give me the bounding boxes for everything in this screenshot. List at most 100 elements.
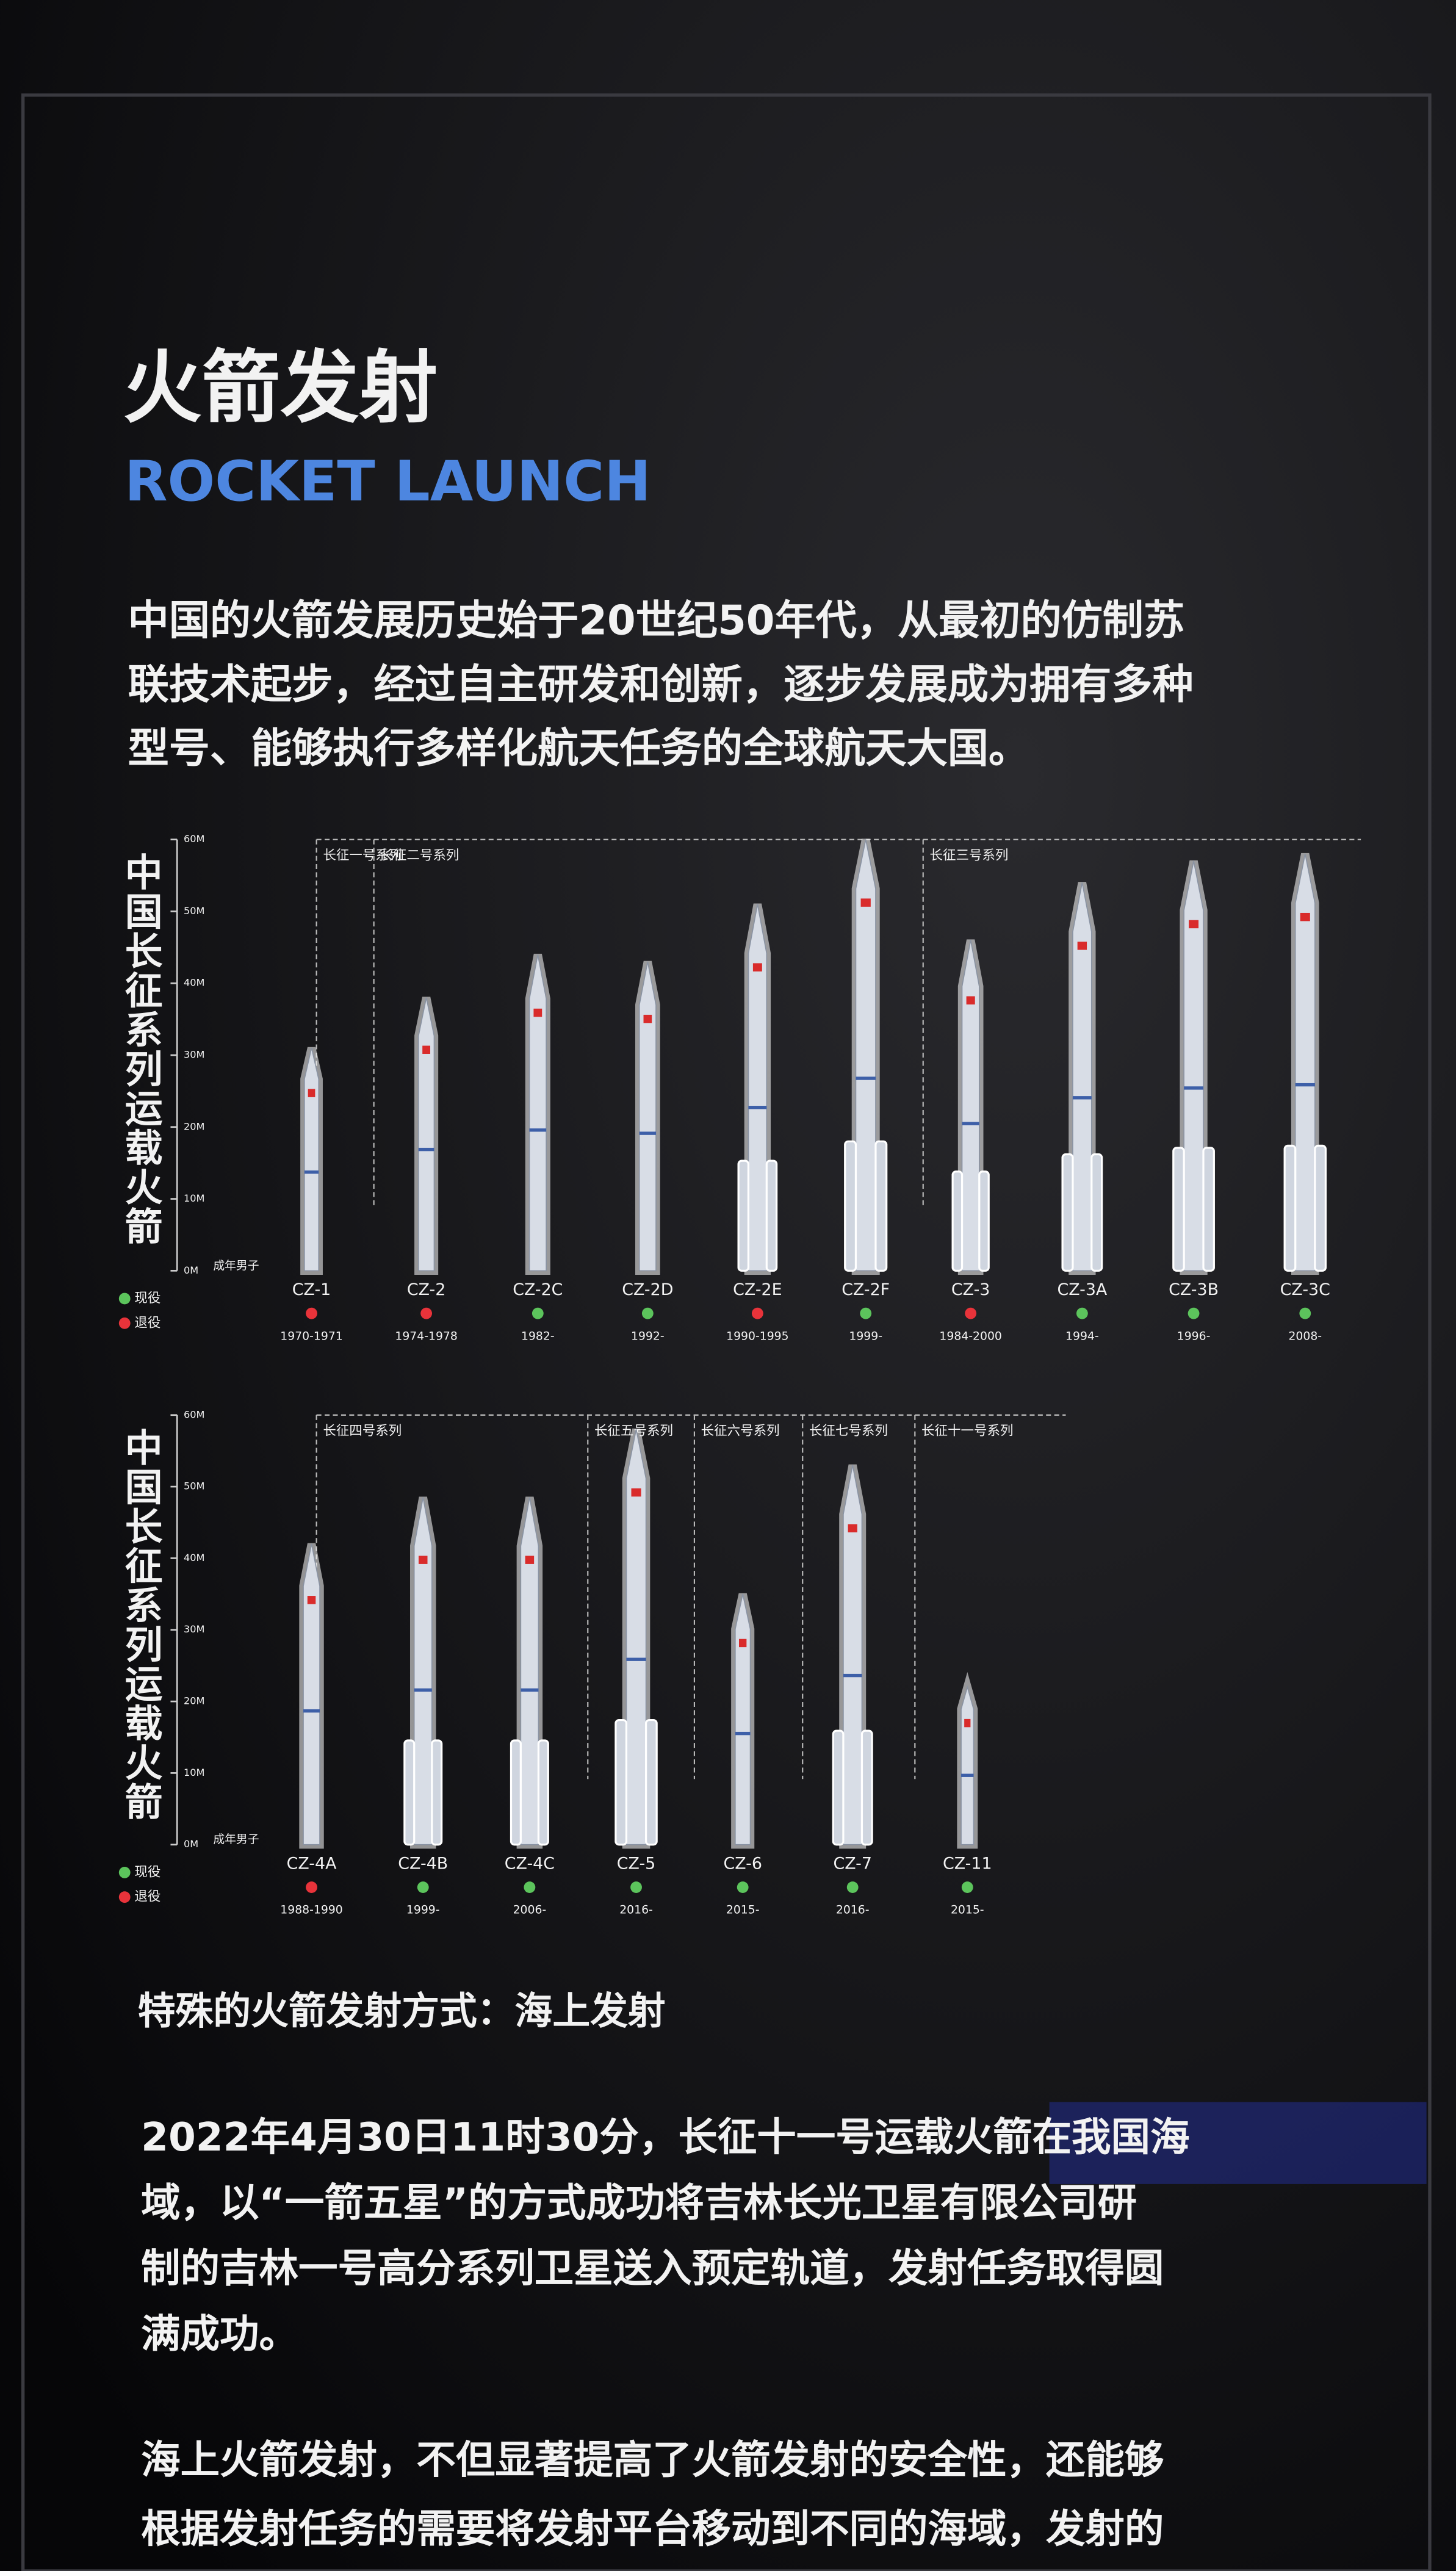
intro-line: 中国的火箭发展历史始于20世纪50年代，从最初的仿制苏 [128,597,1185,644]
rocket-body [1183,860,1204,1272]
title: 火箭发射 [123,342,438,434]
rocket-name: CZ-2D [622,1280,673,1299]
rocket-name: CZ-3A [1057,1280,1107,1299]
rocket-name: CZ-1 [292,1280,331,1299]
rocket-body [960,1685,975,1845]
stripe [529,1128,547,1132]
stripe [748,1106,767,1109]
stripe [414,1688,432,1692]
stripe [1072,1096,1092,1100]
rocket [614,1428,658,1849]
status-dot [1188,1307,1200,1319]
stripe [961,1773,974,1777]
service-years: 1996- [1177,1330,1211,1343]
human-label: 成年男子 [213,1833,259,1846]
status-dot [524,1881,536,1893]
booster [1314,1144,1327,1272]
rocket-name: CZ-2E [733,1280,782,1299]
y-tick-label: 60M [184,833,204,845]
y-tick-label: 40M [184,977,204,989]
rocket-name: CZ-2 [407,1280,445,1299]
rocket [300,1047,323,1275]
rocket-name: CZ-3C [1280,1280,1330,1299]
rocket-name: CZ-11 [943,1854,992,1873]
status-dot [751,1307,763,1319]
light-reflection [1049,2102,1427,2184]
y-tick-label: 60M [184,1408,204,1420]
flag [1300,912,1310,921]
status-dot [306,1881,317,1893]
stripe [304,1170,319,1174]
rocket [737,903,778,1275]
status-dot [306,1307,317,1319]
flag [533,1008,542,1017]
y-tick-label: 10M [184,1192,204,1204]
group-label: 长征三号系列 [929,848,1008,864]
booster [1172,1147,1185,1272]
y-tick-label: 10M [184,1767,204,1778]
flag [964,1718,971,1728]
legend-dot [118,1293,131,1305]
service-years: 2016- [836,1904,870,1917]
status-dot [630,1881,642,1893]
stripe [856,1076,876,1080]
status-dot [417,1881,429,1893]
y-tick-label: 0M [184,1838,198,1850]
stripe [418,1147,434,1152]
rocket-body [417,997,435,1272]
y-tick-label: 50M [184,905,204,917]
rocket [832,1464,873,1849]
flag [418,1556,428,1564]
subtitle: ROCKET LAUNCH [124,449,651,514]
paragraph-line: 海上火箭发射，不但显著提高了火箭发射的安全性，还能够 [141,2437,1164,2483]
intro-line: 型号、能够执行多样化航天任务的全球航天大国。 [128,724,1029,772]
legend-label: 退役 [134,1315,160,1330]
booster [645,1718,658,1846]
charts: 中国长征系列运载火箭0M10M20M30M40M50M60M成年男子现役退役长征… [118,833,1361,1917]
flag [1189,920,1199,929]
rocket [957,1671,978,1849]
service-years: 1992- [631,1330,665,1343]
rocket-body [520,1497,539,1845]
human-label: 成年男子 [213,1259,259,1272]
rocket-body [735,1593,751,1845]
rocket [1061,882,1103,1275]
rocket-name: CZ-2F [842,1280,890,1299]
intro-line: 联技术起步，经过自主研发和创新，逐步发展成为拥有多种 [128,660,1194,708]
rocket [731,1593,755,1849]
service-years: 2016- [619,1904,653,1917]
booster [431,1739,443,1846]
flag [643,1014,652,1023]
legend-label: 现役 [134,1864,160,1880]
booster [978,1170,990,1272]
rocket-body [855,839,876,1272]
stripe [962,1122,979,1125]
flag [1077,942,1087,950]
rocket-body [748,904,768,1272]
flag [422,1045,431,1054]
booster [537,1739,549,1846]
stripe [626,1657,646,1661]
status-dot [641,1307,654,1319]
booster [874,1140,888,1272]
paragraph-line: 根据发射任务的需要将发射平台移动到不同的海域，发射的 [141,2506,1164,2552]
status-dot [1299,1307,1311,1319]
status-dot [1076,1307,1088,1319]
booster [765,1159,778,1272]
flag [848,1524,857,1533]
rocket-body [1072,882,1092,1272]
service-years: 1999- [849,1330,882,1343]
service-years: 1994- [1065,1330,1099,1343]
service-years: 2015- [951,1904,984,1917]
booster [844,1140,857,1272]
service-years: 1999- [406,1904,440,1917]
status-dot [420,1307,433,1319]
service-years: 2006- [513,1904,547,1917]
rocket-name: CZ-4C [505,1854,555,1873]
service-years: 1970-1971 [280,1330,342,1343]
rocket-name: CZ-4B [398,1854,448,1873]
